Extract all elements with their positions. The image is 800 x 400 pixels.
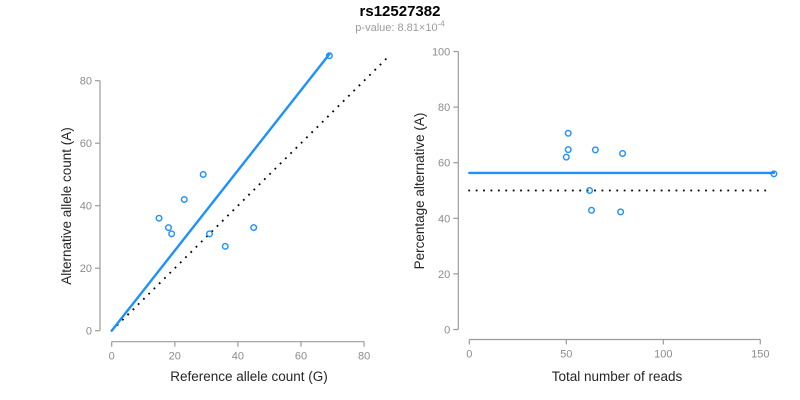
y-tick-label: 40 (80, 201, 92, 213)
data-point (619, 150, 627, 158)
data-point (591, 146, 599, 154)
y-axis-title: Alternative allele count (A) (59, 127, 74, 285)
panel-allele-counts: 0 20 40 60 80 0 20 40 60 80 Reference allele count… (59, 52, 389, 384)
y-tick-label: 80 (438, 102, 450, 114)
x-tick-label: 60 (295, 351, 307, 363)
data-point (586, 186, 594, 194)
y-tick-label: 0 (444, 325, 450, 337)
figure-subtitle: p-value: 8.81×10-4 (0, 19, 800, 34)
x-axis-title: Total number of reads (552, 369, 683, 384)
y-tick-label: 60 (80, 138, 92, 150)
data-point (562, 153, 570, 161)
y-tick-label: 20 (438, 269, 450, 281)
data-point (250, 224, 258, 232)
y-tick-label: 60 (438, 158, 450, 170)
y-tick-label: 100 (432, 47, 450, 59)
fit-line (110, 52, 331, 332)
x-axis-title: Reference allele count (G) (170, 369, 328, 384)
data-point (164, 224, 172, 232)
x-tick-label: 80 (358, 351, 370, 363)
data-point (221, 242, 229, 250)
data-point (168, 230, 176, 238)
data-point (206, 230, 214, 238)
x-tick-label: 0 (466, 349, 472, 361)
x-tick-label: 0 (109, 351, 115, 363)
data-point (325, 52, 333, 60)
data-point (588, 206, 596, 214)
data-point (180, 195, 188, 203)
x-tick-label: 40 (232, 351, 244, 363)
data-point (770, 170, 778, 178)
data-point (155, 214, 163, 222)
panel-percentage-vs-reads: 0 20 40 60 80 100 0 50 100 150 Total number of rea… (412, 47, 778, 384)
identity-line (111, 56, 389, 332)
data-point (199, 170, 207, 178)
y-tick-label: 20 (80, 263, 92, 275)
data-point (564, 129, 572, 137)
y-tick-label: 0 (86, 326, 92, 338)
data-point (564, 146, 572, 154)
page-title: rs12527382 (359, 3, 441, 20)
y-tick-label: 40 (438, 213, 450, 225)
x-tick-label: 100 (654, 349, 672, 361)
x-tick-label: 20 (169, 351, 181, 363)
x-tick-label: 150 (751, 349, 769, 361)
data-point (617, 208, 625, 216)
y-axis-title: Percentage alternative (A) (412, 113, 427, 270)
x-tick-label: 50 (560, 349, 572, 361)
subtitle-exponent: -4 (437, 19, 445, 29)
y-tick-label: 80 (80, 76, 92, 88)
subtitle-text: p-value: 8.81×10 (355, 22, 438, 34)
